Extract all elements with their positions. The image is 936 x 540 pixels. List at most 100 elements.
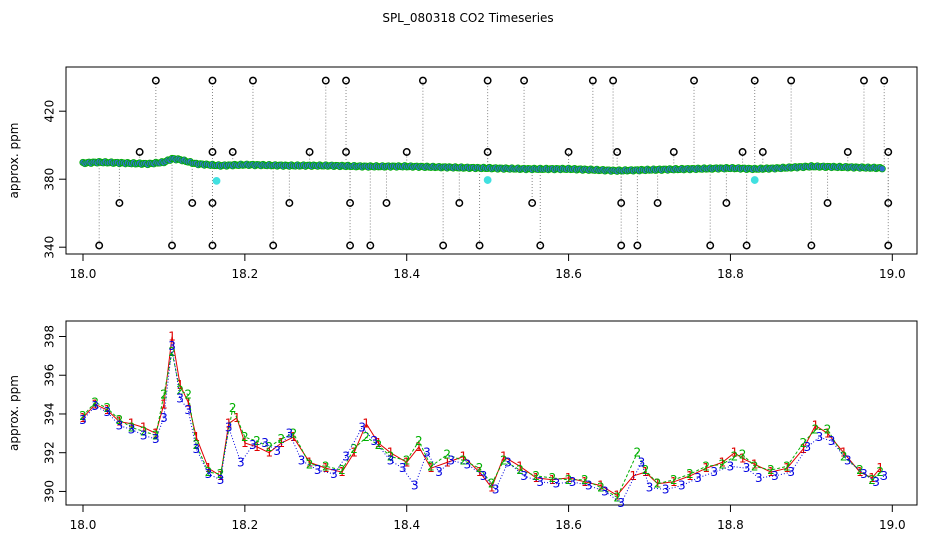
- x-tick-label-18.8: 18.8: [717, 518, 744, 532]
- outlier-point: [402, 148, 411, 156]
- outlier-point: [750, 76, 759, 85]
- series-point-3: 3: [152, 432, 160, 446]
- series-point-3: 3: [601, 484, 609, 498]
- series-point-2: 2: [868, 473, 876, 487]
- series-point-1: 1: [362, 417, 370, 431]
- series-point-2: 2: [128, 421, 136, 435]
- y-tick-label-420: 420: [43, 100, 57, 123]
- plot-frame: [65, 66, 918, 255]
- series-point-2: 2: [670, 473, 678, 487]
- series-point-1: 1: [322, 461, 330, 475]
- outlier-point: [758, 148, 767, 156]
- chart-title: SPL_080318 CO2 Timeseries: [382, 11, 553, 25]
- series-point-3: 3: [743, 461, 751, 475]
- series-point-3: 3: [480, 469, 488, 483]
- series-point-1: 1: [91, 397, 99, 411]
- outlier-point: [305, 148, 314, 156]
- lower-panel: 18.0 18.2 18.4 18.6 18.8 19.0 390 392 394 396 398 a…: [7, 320, 918, 532]
- series-point-3: 3: [116, 419, 124, 433]
- series-point-1: 1: [140, 421, 148, 435]
- series-point-1: 1: [184, 395, 192, 409]
- y-tick-label-394: 394: [43, 403, 57, 426]
- series-point-2: 2: [719, 457, 727, 471]
- series-point-3: 3: [727, 459, 735, 473]
- series-point-2: 2: [739, 448, 747, 462]
- outlier-point: [208, 241, 217, 250]
- outlier-point: [617, 199, 626, 207]
- series-point-1: 1: [868, 471, 876, 485]
- series-point-2: 2: [91, 395, 99, 409]
- outlier-point: [208, 148, 217, 156]
- series-point-2: 2: [783, 459, 791, 473]
- series-point-2: 2: [116, 413, 124, 427]
- series-point-2: 2: [184, 388, 192, 402]
- x-tick-label-18.4: 18.4: [393, 267, 420, 281]
- series-point-2: 2: [799, 436, 807, 450]
- series-point-3: 3: [585, 479, 593, 493]
- series-line-2: [82, 351, 881, 499]
- series-point-2: 2: [500, 453, 508, 467]
- series-point-1: 1: [702, 461, 710, 475]
- series-point-1: 1: [253, 440, 261, 454]
- flagged-point: [750, 176, 759, 184]
- series-point-3: 3: [358, 421, 366, 435]
- series-point-2: 2: [613, 490, 621, 504]
- series-point-3: 3: [520, 469, 528, 483]
- plot-frame: [65, 320, 918, 506]
- series-point-3: 3: [128, 422, 136, 436]
- series-point-2: 2: [812, 422, 820, 436]
- series-point-1: 1: [168, 329, 176, 343]
- outlier-point: [742, 241, 751, 250]
- baseline-points: [79, 154, 886, 175]
- x-tick-label-18.2: 18.2: [232, 267, 259, 281]
- series-point-1: 1: [812, 419, 820, 433]
- outlier-point: [536, 241, 545, 250]
- x-tick-label-18.6: 18.6: [555, 518, 582, 532]
- series-point-1: 1: [549, 473, 557, 487]
- y-tick-label-396: 396: [43, 364, 57, 387]
- series-point-3: 3: [678, 479, 686, 493]
- outlier-point: [366, 241, 375, 250]
- series-point-1: 1: [783, 461, 791, 475]
- outlier-point: [564, 148, 573, 156]
- x-tick-label-18.2: 18.2: [232, 518, 259, 532]
- series-point-1: 1: [630, 469, 638, 483]
- series-point-1: 1: [731, 446, 739, 460]
- series-point-2: 2: [265, 440, 273, 454]
- series-point-3: 3: [371, 434, 379, 448]
- series-point-1: 1: [427, 461, 435, 475]
- series-point-3: 3: [168, 339, 176, 353]
- x-tick-label-18.8: 18.8: [717, 267, 744, 281]
- series-point-3: 3: [771, 469, 779, 483]
- series-point-3: 3: [91, 399, 99, 413]
- outlier-point: [475, 241, 484, 250]
- series-point-2: 2: [460, 453, 468, 467]
- series-point-1: 1: [217, 469, 225, 483]
- series-point-1: 1: [241, 436, 249, 450]
- outlier-point: [669, 148, 678, 156]
- outlier-point: [843, 148, 852, 156]
- series-point-1: 1: [500, 450, 508, 464]
- series-point-2: 2: [229, 401, 237, 415]
- series-point-1: 1: [350, 446, 358, 460]
- outlier-point: [617, 241, 626, 250]
- series-point-3: 3: [804, 440, 812, 454]
- series-point-2: 2: [443, 448, 451, 462]
- y-axis-label: approx. ppm: [7, 123, 21, 199]
- series-point-1: 1: [476, 465, 484, 479]
- series-point-3: 3: [816, 430, 824, 444]
- series-point-3: 3: [298, 453, 306, 467]
- series-point-3: 3: [787, 465, 795, 479]
- series-point-2: 2: [322, 459, 330, 473]
- outlier-point: [787, 76, 796, 85]
- series-point-2: 2: [387, 450, 395, 464]
- series-point-3: 3: [286, 426, 294, 440]
- outlier-point: [151, 76, 160, 85]
- series-point-1: 1: [824, 426, 832, 440]
- series-point-2: 2: [581, 473, 589, 487]
- series-point-1: 1: [719, 455, 727, 469]
- x-tick-label-18.0: 18.0: [70, 518, 97, 532]
- outlier-point: [483, 148, 492, 156]
